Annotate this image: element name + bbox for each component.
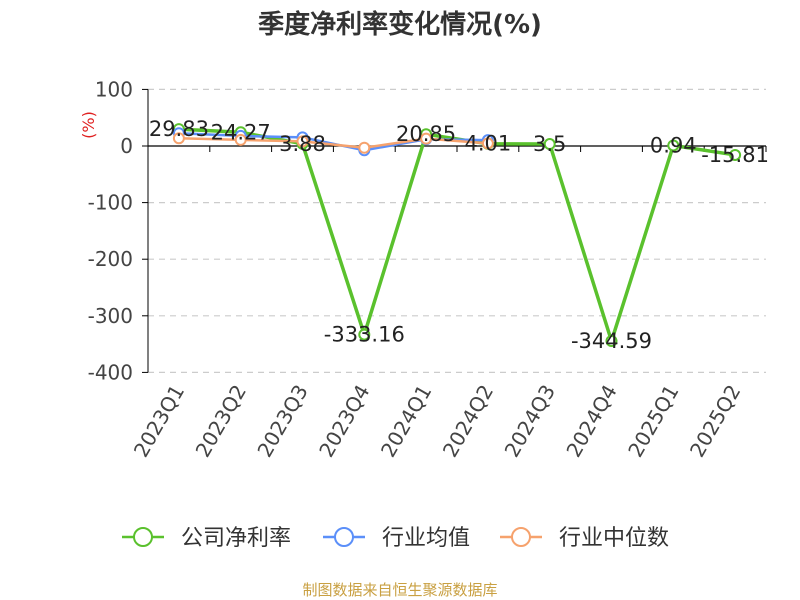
legend-circle-icon (133, 527, 153, 547)
data-point (481, 137, 494, 150)
data-point (420, 132, 433, 145)
data-point (667, 139, 680, 152)
x-tick-label: 2023Q1 (129, 381, 189, 462)
data-label: 3.88 (279, 132, 326, 156)
legend-item-2[interactable]: 行业中位数 (500, 526, 669, 551)
data-label: -15.81 (701, 143, 769, 167)
data-point (234, 133, 247, 146)
legend-circle-icon (334, 527, 354, 547)
data-label: 20.85 (396, 122, 456, 146)
data-label: -333.16 (324, 323, 405, 347)
data-point (358, 141, 371, 154)
x-tick-label: 2024Q2 (438, 381, 498, 462)
x-tick-label: 2023Q2 (191, 381, 251, 462)
y-tick-label: -200 (88, 247, 133, 271)
series-line-0 (178, 127, 736, 343)
data-label: 24.27 (211, 120, 271, 144)
legend-label: 行业中位数 (559, 526, 669, 551)
data-label-layer: 29.83 24.27 3.88 -333.16 20.85 4.01 3.5 -344.59… (149, 117, 769, 353)
data-point (605, 335, 618, 348)
legend-item-1[interactable]: 行业均值 (323, 526, 470, 551)
y-tick-label: -100 (88, 191, 133, 215)
data-label: 3.5 (533, 132, 566, 156)
data-label: -344.59 (571, 329, 652, 353)
legend-label: 行业均值 (382, 526, 470, 551)
x-tick-label: 2025Q1 (623, 381, 683, 462)
series-layer (172, 123, 742, 348)
y-tick-label: -400 (88, 360, 133, 384)
y-tick-label: 100 (95, 77, 133, 101)
data-label: 29.83 (149, 117, 209, 141)
y-axis-label: (%) (79, 111, 98, 139)
x-tick-label: 2024Q3 (500, 381, 560, 462)
data-label: 4.01 (465, 132, 512, 156)
data-label: 0.94 (650, 133, 697, 157)
grid-layer (148, 88, 766, 373)
x-tick-label: 2023Q4 (314, 381, 374, 462)
y-tick-label: 0 (120, 134, 133, 158)
data-point (358, 328, 371, 341)
legend-circle-icon (511, 527, 531, 547)
x-tick-label: 2025Q2 (685, 381, 745, 462)
x-tick-label: 2024Q1 (376, 381, 436, 462)
data-point (729, 148, 742, 161)
source-note: 制图数据来自恒生聚源数据库 (302, 581, 497, 599)
y-tick-label: -300 (88, 304, 133, 328)
legend: 公司净利率 行业均值 行业中位数 (122, 526, 669, 551)
data-point (296, 135, 309, 148)
data-point (543, 138, 556, 151)
x-tick-label: 2024Q4 (561, 381, 621, 462)
data-point (172, 132, 185, 145)
chart-title: 季度净利率变化情况(%) (258, 9, 542, 40)
legend-label: 公司净利率 (181, 526, 291, 551)
x-tick-label: 2023Q3 (252, 381, 312, 462)
series-line-2 (178, 137, 488, 150)
legend-item-0[interactable]: 公司净利率 (122, 526, 291, 551)
